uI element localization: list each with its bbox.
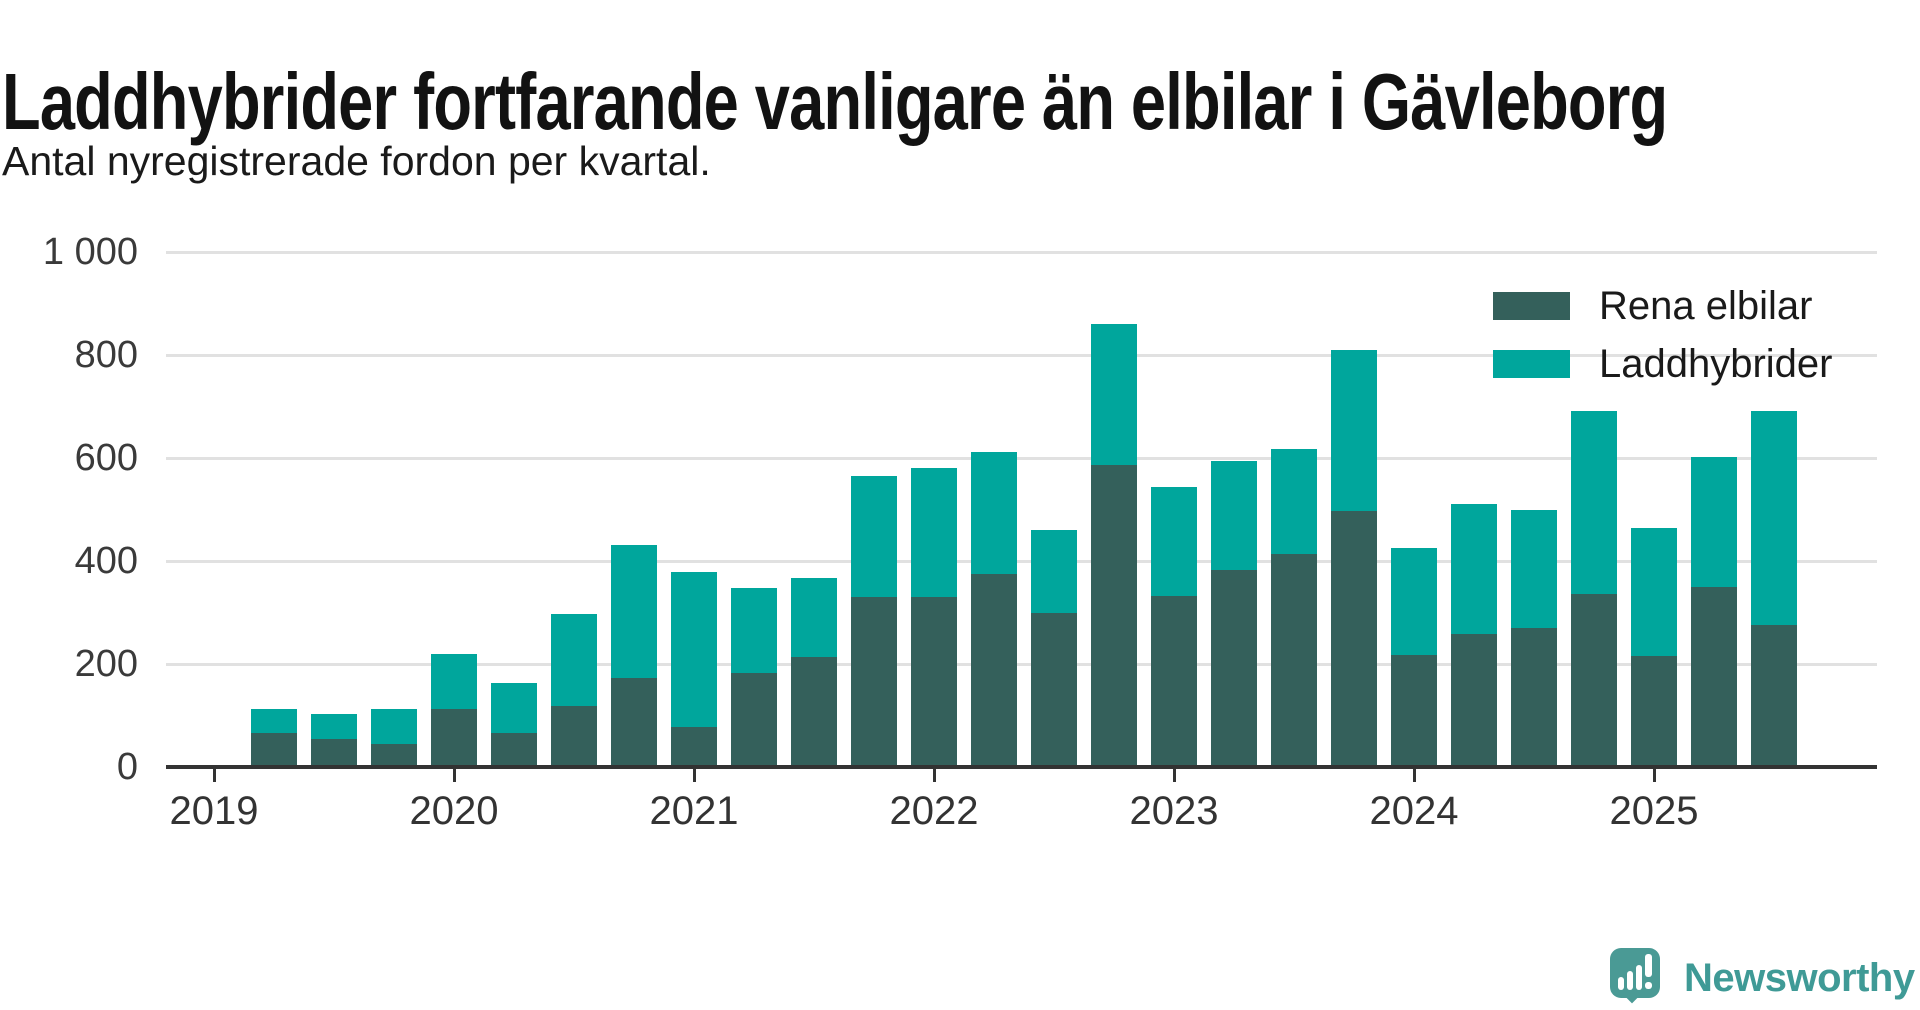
bar-2023-Q1-laddhybrider <box>1151 487 1197 596</box>
plot-area <box>166 250 1877 769</box>
brand-name: Newsworthy <box>1684 956 1915 1000</box>
x-tick-2024 <box>1412 769 1416 782</box>
bar-2024-Q2-rena-elbilar <box>1451 634 1497 767</box>
x-tick-2025 <box>1652 769 1656 782</box>
bar-2019-Q4-rena-elbilar <box>371 743 417 767</box>
bar-2024-Q4-laddhybrider <box>1571 410 1617 594</box>
bar-2022-Q4-rena-elbilar <box>1091 465 1137 767</box>
x-tick-label: 2024 <box>1369 789 1459 833</box>
bar-2019-Q3-rena-elbilar <box>311 738 357 767</box>
bar-2021-Q2-rena-elbilar <box>731 673 777 767</box>
bar-2020-Q1-laddhybrider <box>431 654 477 710</box>
bar-2021-Q4-laddhybrider <box>851 475 897 598</box>
legend-label: Laddhybrider <box>1599 341 1833 386</box>
bar-2022-Q1-rena-elbilar <box>911 597 957 767</box>
gridline-600 <box>166 456 1877 460</box>
bar-2021-Q1-rena-elbilar <box>671 726 717 767</box>
x-tick-2019 <box>212 769 216 782</box>
bar-2025-Q3-laddhybrider <box>1751 411 1797 625</box>
bar-2023-Q3-rena-elbilar <box>1271 553 1317 767</box>
gridline-800 <box>166 353 1877 357</box>
bar-2023-Q4-laddhybrider <box>1331 349 1377 511</box>
x-tick-label: 2021 <box>649 789 739 833</box>
bar-2025-Q2-laddhybrider <box>1691 456 1737 587</box>
bar-2020-Q2-rena-elbilar <box>491 733 537 767</box>
bar-2024-Q1-laddhybrider <box>1391 547 1437 655</box>
bar-2025-Q1-laddhybrider <box>1631 528 1677 656</box>
bar-2020-Q1-rena-elbilar <box>431 709 477 767</box>
y-tick-label: 800 <box>74 334 138 376</box>
bar-2021-Q3-rena-elbilar <box>791 657 837 767</box>
bar-2020-Q4-rena-elbilar <box>611 678 657 767</box>
legend-item-rena-elbilar: Rena elbilar <box>1493 284 1833 328</box>
bar-2023-Q3-laddhybrider <box>1271 448 1317 554</box>
x-tick-label: 2025 <box>1609 789 1699 833</box>
bar-2023-Q2-rena-elbilar <box>1211 570 1257 767</box>
bar-2019-Q3-laddhybrider <box>311 714 357 739</box>
y-tick-label: 200 <box>74 643 138 685</box>
bar-2022-Q1-laddhybrider <box>911 468 957 598</box>
logo-exclamation-dot-icon <box>1645 982 1652 989</box>
bar-2019-Q2-rena-elbilar <box>251 732 297 767</box>
legend-swatch-laddhybrider <box>1493 350 1570 378</box>
y-tick-label: 0 <box>116 746 138 788</box>
logo-bar-icon <box>1636 965 1642 990</box>
bar-2022-Q4-laddhybrider <box>1091 324 1137 466</box>
bar-2021-Q1-laddhybrider <box>671 572 717 727</box>
legend-item-laddhybrider: Laddhybrider <box>1493 342 1833 386</box>
bar-2021-Q3-laddhybrider <box>791 577 837 658</box>
bar-2019-Q4-laddhybrider <box>371 708 417 744</box>
bar-2023-Q4-rena-elbilar <box>1331 510 1377 767</box>
bar-2024-Q3-rena-elbilar <box>1511 627 1557 767</box>
y-tick-label: 600 <box>74 437 138 479</box>
logo-exclamation-icon <box>1645 954 1652 977</box>
bar-2023-Q2-laddhybrider <box>1211 461 1257 571</box>
x-tick-2022 <box>932 769 936 782</box>
bar-2022-Q3-rena-elbilar <box>1031 612 1077 767</box>
x-tick-label: 2020 <box>409 789 499 833</box>
bar-2020-Q2-laddhybrider <box>491 683 537 734</box>
bar-2019-Q2-laddhybrider <box>251 709 297 733</box>
gridline-1000 <box>166 250 1877 254</box>
page-title: Laddhybrider fortfarande vanligare än el… <box>2 56 1920 146</box>
legend-label: Rena elbilar <box>1599 283 1813 328</box>
bar-2025-Q3-rena-elbilar <box>1751 624 1797 767</box>
x-tick-label: 2022 <box>889 789 979 833</box>
logo-bubble-icon <box>1610 948 1660 998</box>
x-tick-label: 2019 <box>169 789 259 833</box>
logo-bar-icon <box>1627 971 1633 990</box>
bar-2020-Q4-laddhybrider <box>611 544 657 679</box>
x-axis-line <box>166 765 1877 769</box>
gridline-200 <box>166 662 1877 666</box>
x-tick-label: 2023 <box>1129 789 1219 833</box>
bar-2025-Q1-rena-elbilar <box>1631 655 1677 767</box>
bar-2022-Q2-laddhybrider <box>971 451 1017 575</box>
bar-2020-Q3-rena-elbilar <box>551 706 597 767</box>
x-tick-2020 <box>452 769 456 782</box>
bar-2020-Q3-laddhybrider <box>551 613 597 707</box>
bar-2024-Q3-laddhybrider <box>1511 509 1557 628</box>
bar-2021-Q2-laddhybrider <box>731 587 777 674</box>
bar-2024-Q2-laddhybrider <box>1451 503 1497 635</box>
bar-2022-Q3-laddhybrider <box>1031 530 1077 613</box>
x-tick-2021 <box>692 769 696 782</box>
legend-swatch-rena-elbilar <box>1493 292 1570 320</box>
page-title-text: Laddhybrider fortfarande vanligare än el… <box>2 56 1668 146</box>
bar-2024-Q4-rena-elbilar <box>1571 593 1617 767</box>
legend: Rena elbilar Laddhybrider <box>1493 284 1833 408</box>
gridline-400 <box>166 559 1877 563</box>
page-subtitle: Antal nyregistrerade fordon per kvartal. <box>2 138 711 184</box>
bar-2023-Q1-rena-elbilar <box>1151 595 1197 767</box>
bar-2021-Q4-rena-elbilar <box>851 597 897 767</box>
bar-2025-Q2-rena-elbilar <box>1691 586 1737 767</box>
y-tick-label: 1 000 <box>42 231 138 273</box>
y-tick-label: 400 <box>74 540 138 582</box>
x-tick-2023 <box>1172 769 1176 782</box>
logo-bar-icon <box>1618 977 1624 990</box>
bar-2024-Q1-rena-elbilar <box>1391 654 1437 767</box>
bar-2022-Q2-rena-elbilar <box>971 574 1017 767</box>
